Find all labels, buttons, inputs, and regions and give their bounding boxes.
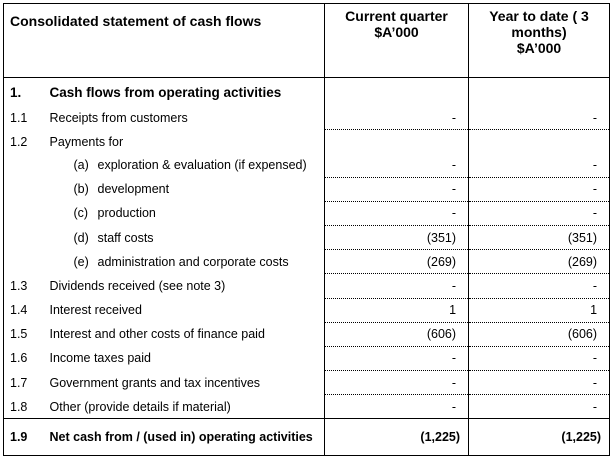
section-current-cell <box>324 77 469 106</box>
year-to-date-value: - <box>468 106 611 131</box>
table-header: Consolidated statement of cash flows Cur… <box>2 3 611 78</box>
year-to-date-value: 1 <box>468 298 611 323</box>
current-quarter-value: - <box>324 394 469 420</box>
year-to-date-value: - <box>468 177 611 202</box>
row-label: exploration & evaluation (if expensed) <box>97 158 307 173</box>
table-row: (d) staff costs (351) (351) <box>3 225 611 251</box>
current-quarter-value: - <box>324 106 469 131</box>
current-quarter-value: (606) <box>324 322 469 347</box>
table-row: (e) administration and corporate costs (26… <box>3 249 611 275</box>
year-to-date-value: (351) <box>468 225 611 251</box>
table-row: (c) production - - <box>3 201 611 226</box>
current-quarter-value: - <box>324 153 469 178</box>
year-to-date-value: - <box>468 153 611 178</box>
cash-flow-table: Consolidated statement of cash flows Cur… <box>2 3 611 456</box>
row-label: Payments for <box>49 134 124 149</box>
row-number: 1.3 <box>3 273 50 298</box>
row-tag: (a) <box>73 158 89 173</box>
row-sublabel: (b) development <box>50 177 325 201</box>
current-quarter-value: - <box>324 273 469 299</box>
row-tag: (d) <box>73 230 89 245</box>
year-to-date-value <box>468 129 611 154</box>
current-quarter-value: - <box>324 177 469 202</box>
row-number: 1.6 <box>3 346 50 371</box>
row-number: 1.2 <box>3 129 50 154</box>
section-ytd-cell <box>468 77 611 106</box>
year-to-date-value: - <box>468 273 611 299</box>
year-to-date-value: (269) <box>468 249 611 275</box>
row-label: production <box>97 206 156 221</box>
row-number: 1.1 <box>3 106 50 130</box>
table-row: 1.7 Government grants and tax incentives -… <box>3 370 611 396</box>
row-sublabel: (e) administration and corporate costs <box>50 250 325 274</box>
current-quarter-value: - <box>324 346 469 372</box>
section-number: 1. <box>3 77 50 106</box>
row-label: development <box>97 182 170 197</box>
current-quarter-value: - <box>324 201 469 226</box>
row-sublabel: (a) exploration & evaluation (if expensed… <box>50 153 325 177</box>
table-row: 1.8 Other (provide details if material) - - <box>3 394 611 420</box>
row-sublabel: (c) production <box>50 201 325 225</box>
table-row: 1.4 Interest received 1 1 <box>3 298 611 323</box>
table-row: (b) development - - <box>3 177 611 202</box>
table-row: 1.5 Interest and other costs of finance p… <box>3 322 611 347</box>
row-sublabel: (d) staff costs <box>50 225 325 249</box>
row-label: Government grants and tax incentives <box>49 375 261 390</box>
year-to-date-value: - <box>468 201 611 226</box>
year-to-date-value: - <box>468 394 611 420</box>
row-number: 1.4 <box>3 298 50 323</box>
year-to-date-value: - <box>468 370 611 396</box>
total-year-to-date-value: (1,225) <box>468 418 611 456</box>
year-to-date-header-text: Year to date ( 3 months) $A’000 <box>489 8 589 56</box>
current-quarter-value: - <box>324 370 469 396</box>
table-row: (a) exploration & evaluation (if expensed… <box>3 153 611 178</box>
row-label: Income taxes paid <box>49 351 151 366</box>
row-label: Receipts from customers <box>49 110 188 125</box>
row-label: Interest received <box>49 303 142 318</box>
total-label: Net cash from / (used in) operating acti… <box>49 418 325 456</box>
current-quarter-header-text: Current quarter $A’000 <box>345 8 448 40</box>
table-row: 1.2 Payments for <box>3 129 611 154</box>
table-row: 1.6 Income taxes paid - - <box>3 346 611 372</box>
row-number <box>3 153 50 178</box>
statement-title: Consolidated statement of cash flows <box>2 3 325 78</box>
row-number <box>3 177 50 202</box>
year-to-date-value: - <box>468 346 611 372</box>
year-to-date-value: (606) <box>468 322 611 347</box>
row-number: 1.8 <box>3 394 50 419</box>
total-row: 1.9 Net cash from / (used in) operating a… <box>3 418 611 456</box>
row-number: 1.7 <box>3 370 50 395</box>
year-to-date-header: Year to date ( 3 months) $A’000 <box>468 3 611 78</box>
row-tag: (e) <box>73 254 89 269</box>
row-label: administration and corporate costs <box>97 254 289 269</box>
row-label: Other (provide details if material) <box>49 399 231 414</box>
row-number <box>3 225 50 250</box>
row-number <box>3 249 50 274</box>
current-quarter-value <box>324 129 469 154</box>
row-tag: (c) <box>73 206 89 221</box>
current-quarter-value: 1 <box>324 298 469 323</box>
table-row: 1.1 Receipts from customers - - <box>3 106 611 131</box>
section-row: 1. Cash flows from operating activities <box>3 77 611 106</box>
current-quarter-value: (269) <box>324 249 469 275</box>
row-tag: (b) <box>73 182 89 197</box>
row-label: Dividends received (see note 3) <box>49 278 226 293</box>
current-quarter-value: (351) <box>324 225 469 251</box>
table-row: 1.3 Dividends received (see note 3) - - <box>3 273 611 299</box>
row-label: staff costs <box>97 230 154 245</box>
section-label: Cash flows from operating activities <box>49 84 282 100</box>
row-number <box>3 201 50 226</box>
cash-flow-statement: Consolidated statement of cash flows Cur… <box>2 3 611 456</box>
row-number: 1.5 <box>3 322 50 347</box>
total-number: 1.9 <box>3 418 50 456</box>
row-label: Interest and other costs of finance paid <box>49 327 265 342</box>
current-quarter-header: Current quarter $A’000 <box>324 3 469 78</box>
total-current-quarter-value: (1,225) <box>324 418 469 456</box>
